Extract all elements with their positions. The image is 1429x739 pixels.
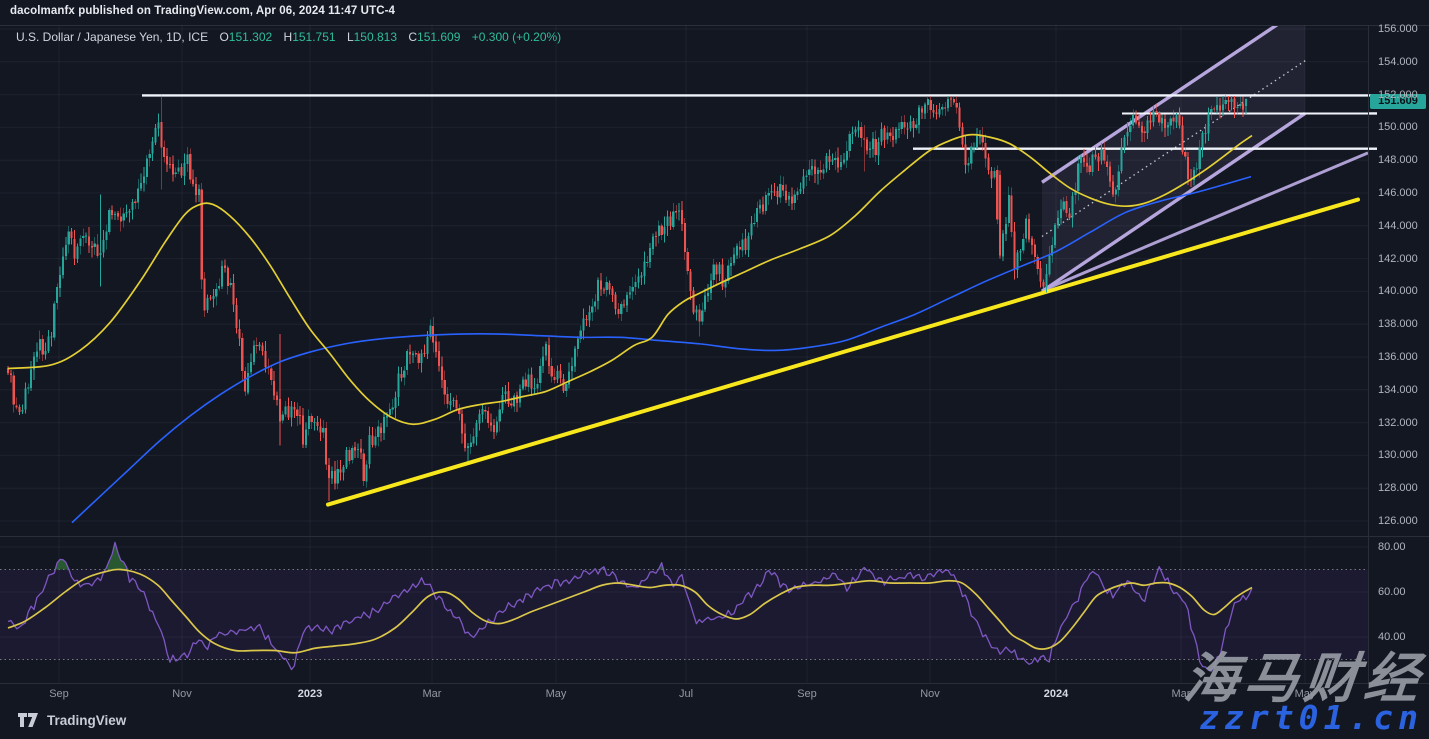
- price-axis-label: 148.000: [1378, 154, 1418, 167]
- time-axis-year-label: 2023: [297, 688, 323, 700]
- price-axis-label: 150.000: [1378, 121, 1418, 134]
- watermark-url: zzrt01.cn: [1199, 698, 1423, 737]
- high-value: 151.751: [292, 30, 336, 44]
- price-axis-label: 152.000: [1378, 88, 1418, 101]
- open-value: 151.302: [228, 30, 273, 44]
- footer-bar: TradingView: [0, 704, 1429, 739]
- rsi-axis-label: 40.00: [1378, 631, 1406, 643]
- time-axis-month-label: Nov: [920, 688, 940, 700]
- time-axis-month-label: Mar: [1171, 688, 1191, 700]
- rsi-axis-label: 80.00: [1378, 541, 1406, 553]
- open-label: O: [219, 30, 229, 44]
- time-axis-month-label: Sep: [49, 688, 69, 700]
- time-axis-month-label: May: [545, 688, 567, 700]
- publish-attribution: dacolmanfx published on TradingView.com,…: [10, 5, 396, 17]
- price-axis-label: 126.000: [1378, 515, 1418, 527]
- low-value: 150.813: [353, 30, 398, 44]
- price-axis-label: 146.000: [1378, 187, 1418, 199]
- price-axis-label: 138.000: [1378, 318, 1418, 331]
- price-axis[interactable]: 151.609 156.000 154.000 152.000 150.000 148.…: [1368, 23, 1429, 683]
- price-axis-label: 128.000: [1378, 482, 1418, 495]
- time-axis-month-label: May: [1294, 688, 1316, 700]
- price-chart-canvas[interactable]: [0, 25, 1429, 683]
- price-axis-label: 130.000: [1378, 449, 1418, 462]
- price-axis-label: 134.000: [1378, 383, 1418, 396]
- tradingview-logo[interactable]: TradingView: [18, 712, 126, 728]
- price-axis-label: 154.000: [1378, 55, 1418, 68]
- high-label: H: [283, 30, 293, 44]
- close-value: 151.609: [417, 30, 461, 44]
- close-label: C: [408, 30, 418, 44]
- time-axis-month-label: Nov: [172, 688, 192, 700]
- time-axis-month-label: Sep: [797, 688, 817, 700]
- header-divider: [0, 25, 1429, 26]
- tradingview-logo-icon: [18, 713, 38, 727]
- price-axis-label: 136.000: [1378, 351, 1418, 363]
- time-axis-month-label: Jul: [678, 688, 694, 700]
- rsi-axis-label: 60.00: [1378, 586, 1406, 598]
- price-axis-label: 132.000: [1378, 416, 1418, 429]
- price-axis-label: 156.000: [1378, 23, 1418, 35]
- price-axis-label: 140.000: [1378, 285, 1418, 298]
- last-price-badge: 151.609: [1370, 93, 1426, 109]
- change-value: +0.300 (+0.20%): [471, 30, 562, 44]
- low-label: L: [346, 30, 354, 44]
- time-axis-month-label: Mar: [422, 688, 442, 700]
- symbol-legend[interactable]: U.S. Dollar / Japanese Yen, 1D, ICE O151…: [16, 30, 561, 44]
- price-axis-label: 142.000: [1378, 252, 1418, 265]
- time-axis[interactable]: Sep Nov 2023 Mar May Jul Sep Nov 2024 Mar May: [0, 683, 1429, 705]
- time-axis-year-label: 2024: [1043, 688, 1069, 700]
- symbol-title: U.S. Dollar / Japanese Yen, 1D, ICE: [16, 30, 209, 44]
- tradingview-brand-text: TradingView: [47, 712, 127, 728]
- price-axis-label: 144.000: [1378, 219, 1418, 232]
